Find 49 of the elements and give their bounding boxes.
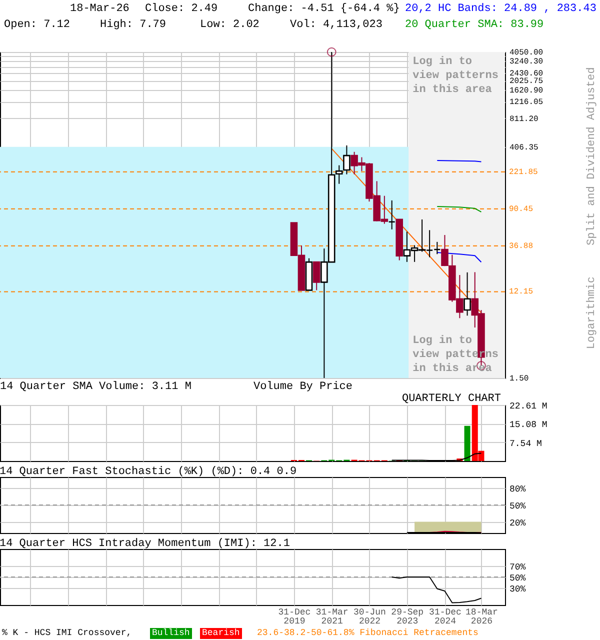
y-tick-label: 22.61 M bbox=[510, 402, 548, 412]
text: Low: 2.02 bbox=[200, 19, 260, 31]
y-tick-label: 1620.90 bbox=[510, 86, 544, 96]
y-tick-label: 7.54 M bbox=[510, 438, 542, 449]
y-axis-title: Split and Dividend Adjusted bbox=[586, 67, 598, 246]
x-tick-label: 30-Jun 2022 bbox=[354, 608, 386, 626]
x-tick-label: 31-Dec 2024 bbox=[429, 608, 462, 626]
y-tick-label: 20% bbox=[510, 518, 526, 528]
text: Close: 2.49 bbox=[145, 3, 218, 15]
ref-line-label: 36.88 bbox=[509, 242, 534, 251]
x-tick-label: 31-Mar 2021 bbox=[316, 608, 348, 626]
y-tick-label: 2430.60 bbox=[510, 70, 544, 79]
x-tick-label: 31-Dec 2019 bbox=[278, 608, 311, 626]
text: 20,2 HC Bands: 24.89 , 283.43 bbox=[405, 3, 596, 15]
ref-line-label: 12.15 bbox=[509, 288, 534, 297]
text: Change: -4.51 {-64.4 %} bbox=[248, 3, 400, 15]
chart-title: 14 Quarter HCS Intraday Momentum (IMI): 12.1 bbox=[0, 538, 290, 550]
y-tick-label: 811.20 bbox=[510, 114, 539, 124]
ref-line-label: 90.45 bbox=[509, 204, 534, 214]
y-tick-label: 50% bbox=[510, 574, 526, 584]
text: 18-Mar-26 bbox=[70, 3, 130, 15]
y-tick-label: 1216.05 bbox=[510, 98, 544, 108]
y-tick-label: 3240.30 bbox=[510, 58, 544, 67]
band-label: Volume By Price bbox=[253, 381, 353, 393]
x-tick-label: 29-Sep 2023 bbox=[391, 608, 424, 626]
y-tick-label: 30% bbox=[510, 584, 526, 595]
y-tick-label: 406.35 bbox=[510, 143, 539, 152]
text: Open: 7.12 bbox=[4, 19, 70, 31]
text: Bullish bbox=[150, 628, 192, 639]
y-tick-label: 4050.00 bbox=[510, 48, 544, 58]
text: Bearish bbox=[200, 628, 242, 639]
chart-title: 14 Quarter SMA Volume: 3.11 M bbox=[0, 381, 192, 393]
ref-line-label: 221.85 bbox=[509, 168, 538, 177]
text: Vol: 4,113,023 bbox=[290, 19, 382, 31]
y-tick-label: 70% bbox=[510, 562, 526, 572]
y-tick-label: 50% bbox=[510, 502, 526, 512]
text: % K - HCS IMI Crossover, bbox=[1, 628, 133, 639]
text: Logarithmic bbox=[586, 276, 598, 350]
annotation: Log in to view patterns in this area bbox=[412, 56, 498, 96]
y-tick-label: 80% bbox=[510, 484, 526, 495]
y-tick-label: 2025.75 bbox=[510, 77, 544, 86]
text: 20 Quarter SMA: 83.99 bbox=[405, 19, 544, 31]
x-tick-label: 18-Mar 2026 bbox=[466, 608, 498, 626]
text: QUARTERLY CHART bbox=[402, 393, 502, 405]
chart-title: 14 Quarter Fast Stochastic (%K) (%D): 0.4 0.9 bbox=[0, 466, 297, 478]
text: High: 7.79 bbox=[100, 19, 166, 31]
text: 23.6-38.2-50-61.8% Fibonacci Retracements bbox=[256, 628, 480, 639]
y-tick-label: 1.50 bbox=[510, 374, 529, 384]
y-tick-label: 15.08 M bbox=[510, 420, 548, 430]
